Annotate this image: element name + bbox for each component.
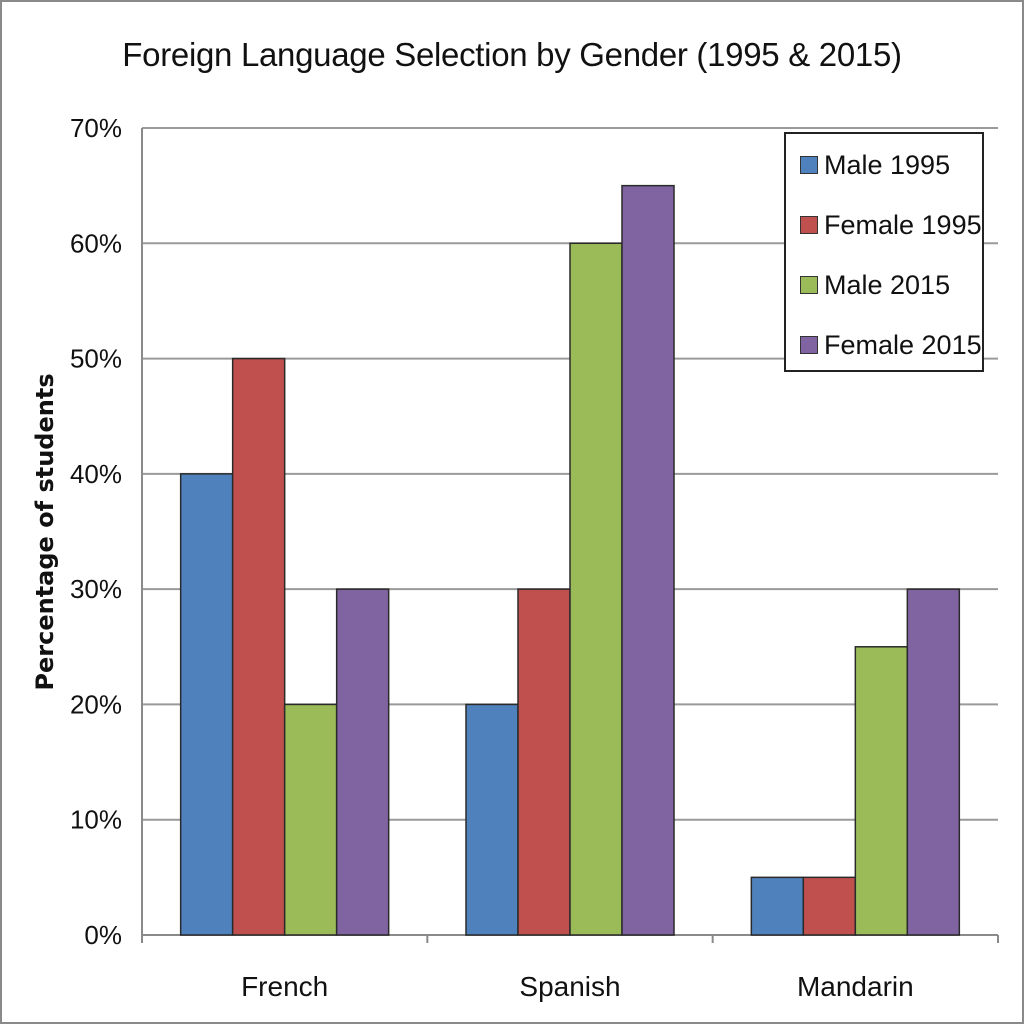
- legend-item: Male 1995: [800, 150, 950, 180]
- chart-title: Foreign Language Selection by Gender (19…: [122, 36, 902, 73]
- bar-male-2015-spanish: [569, 242, 623, 936]
- bar-male-1995-french: [179, 473, 234, 936]
- bar-male-2015-french: [283, 703, 338, 936]
- legend-label: Male 1995: [824, 149, 951, 180]
- x-category-label: French: [241, 971, 328, 1002]
- legend-swatch: [800, 276, 818, 294]
- legend-swatch: [800, 156, 818, 174]
- y-tick-label: 40%: [70, 459, 122, 489]
- y-tick-label: 50%: [70, 344, 122, 374]
- bar-female-1995-french: [231, 357, 286, 936]
- bar-female-2015-mandarin: [906, 588, 961, 936]
- y-tick-label: 10%: [70, 805, 122, 835]
- legend-item: Male 2015: [800, 270, 950, 300]
- y-tick-label: 70%: [70, 113, 122, 143]
- bar-female-1995-spanish: [517, 588, 571, 936]
- bar-female-1995-mandarin: [802, 876, 857, 936]
- bar-male-2015-mandarin: [854, 646, 909, 936]
- chart-legend: Male 1995 Female 1995 Male 2015 Female 2015: [784, 132, 984, 372]
- legend-swatch: [800, 216, 818, 234]
- bar-female-2015-french: [335, 588, 390, 936]
- legend-label: Female 2015: [824, 329, 982, 360]
- bar-male-1995-spanish: [465, 703, 519, 936]
- y-tick-label: 20%: [70, 689, 122, 719]
- y-tick-label: 60%: [70, 228, 122, 258]
- y-tick-label: 30%: [70, 574, 122, 604]
- legend-swatch: [800, 336, 818, 354]
- legend-label: Female 1995: [824, 209, 982, 240]
- legend-item: Female 1995: [800, 210, 982, 240]
- x-category-label: Spanish: [519, 971, 620, 1002]
- x-category-label: Mandarin: [797, 971, 914, 1002]
- y-tick-label: 0%: [84, 920, 122, 950]
- bar-female-2015-spanish: [621, 184, 675, 936]
- bar-male-1995-mandarin: [750, 876, 805, 936]
- legend-item: Female 2015: [800, 330, 982, 360]
- legend-label: Male 2015: [824, 269, 951, 300]
